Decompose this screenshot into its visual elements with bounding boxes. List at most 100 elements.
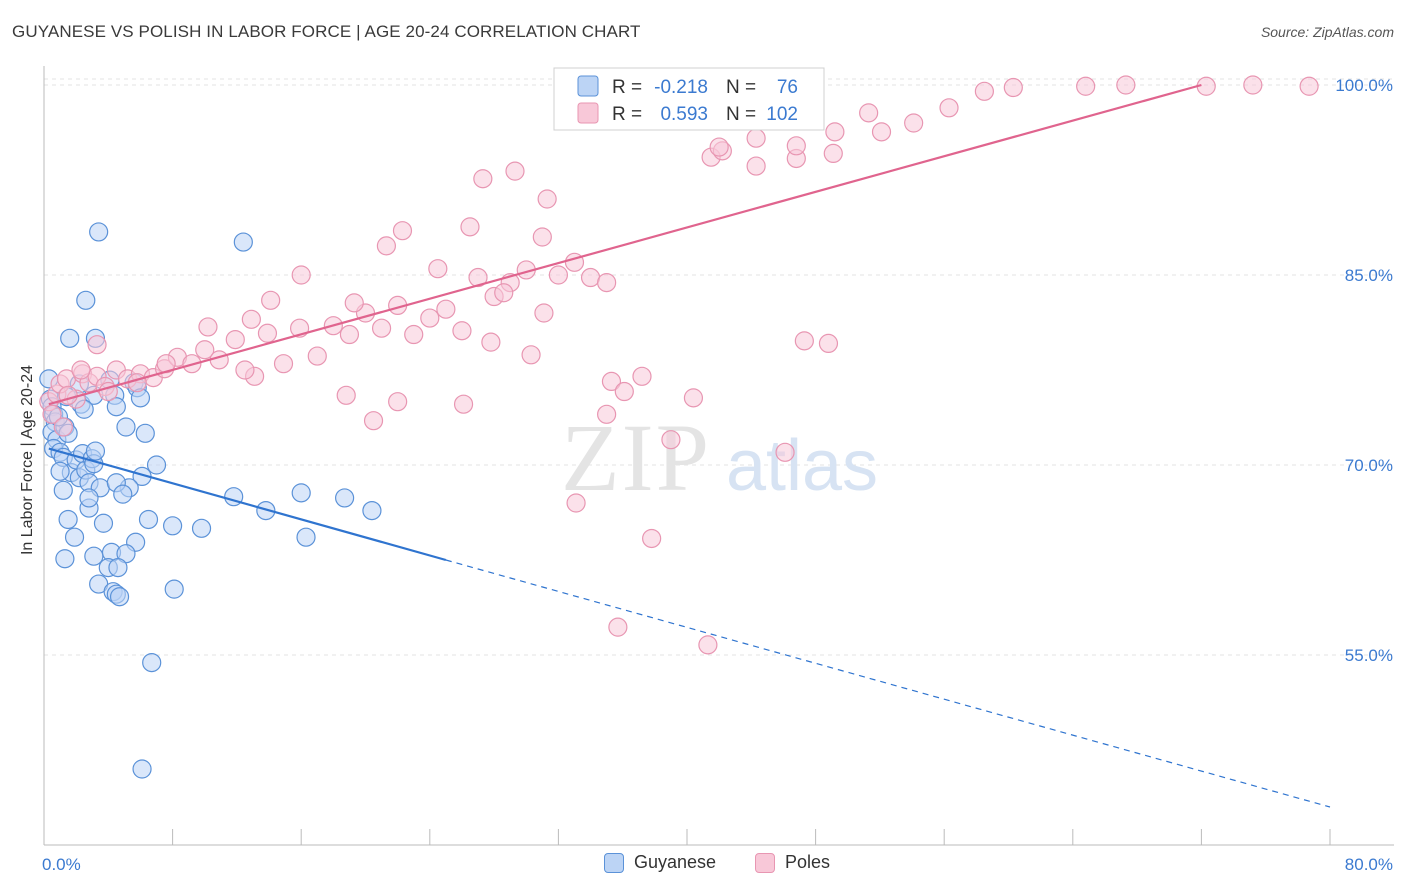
poles-point — [195, 340, 215, 360]
x-tick-label-min: 0.0% — [42, 855, 81, 874]
guyanese-point — [84, 546, 104, 566]
poles-point — [904, 113, 924, 133]
trendlines — [48, 83, 1331, 808]
guyanese-point — [89, 222, 109, 242]
poles-point — [825, 122, 845, 142]
poles-point — [794, 331, 814, 351]
axes — [43, 66, 1394, 846]
guyanese-point — [164, 579, 184, 599]
series-guyanese — [39, 222, 382, 779]
trendline-guyanese — [48, 447, 447, 562]
legend-r-label-poles: R = — [612, 104, 642, 125]
guyanese-point — [362, 501, 382, 521]
poles-point — [597, 273, 617, 293]
poles-point — [241, 309, 261, 329]
poles-point — [642, 528, 662, 549]
poles-point — [436, 299, 456, 319]
poles-point — [1243, 75, 1263, 95]
y-tick-label: 55.0% — [1345, 646, 1393, 665]
poles-point — [683, 388, 704, 408]
poles-point — [823, 143, 843, 163]
poles-point — [709, 137, 729, 157]
poles-point — [786, 136, 806, 156]
poles-point — [746, 156, 766, 176]
legend-swatch-poles — [577, 102, 599, 124]
legend-r-value-poles: 0.593 — [660, 104, 708, 125]
poles-point — [661, 430, 681, 450]
poles-point — [481, 332, 501, 352]
watermark-atlas: atlas — [726, 426, 878, 506]
guyanese-point — [55, 549, 75, 569]
poles-point — [291, 265, 311, 285]
legend-r-label-guyanese: R = — [612, 77, 642, 98]
guyanese-point — [116, 417, 136, 437]
poles-point — [859, 103, 879, 123]
poles-point — [698, 635, 718, 655]
guyanese-point — [132, 759, 152, 779]
guyanese-point — [296, 527, 316, 547]
guyanese-point — [58, 509, 78, 530]
poles-point — [71, 360, 91, 380]
poles-point — [494, 283, 514, 303]
poles-point — [235, 360, 255, 380]
legend-n-label-guyanese: N = — [726, 77, 756, 98]
poles-point — [532, 227, 552, 247]
poles-point — [404, 324, 424, 345]
poles-point — [818, 333, 839, 353]
top-legend-frame — [553, 67, 825, 131]
guyanese-point — [138, 509, 159, 530]
chart-source: Source: ZipAtlas.com — [1260, 24, 1394, 40]
guyanese-point — [146, 455, 167, 475]
guyanese-point — [191, 518, 212, 538]
poles-point — [534, 303, 554, 323]
bottom-legend-item-poles: Poles — [755, 852, 830, 873]
poles-point — [746, 128, 766, 148]
guyanese-point — [233, 232, 253, 252]
bottom-legend-label-guyanese: Guyanese — [634, 852, 717, 872]
guyanese-point — [256, 501, 276, 521]
poles-point — [371, 318, 392, 338]
watermark-zip: ZIP — [561, 404, 711, 511]
poles-point — [261, 290, 281, 310]
poles-point — [225, 330, 245, 350]
bottom-legend-swatch-guyanese — [604, 852, 624, 873]
guyanese-point — [113, 484, 133, 504]
poles-point — [53, 417, 73, 437]
trendline-poles — [48, 83, 1202, 406]
tick-labels: 55.0% 70.0% 85.0% 100.0% 0.0% 80.0% — [42, 76, 1393, 874]
poles-point — [376, 236, 396, 256]
poles-point — [580, 267, 601, 288]
poles-point — [198, 317, 218, 337]
poles-point — [473, 169, 493, 189]
poles-point — [871, 122, 892, 142]
guyanese-point — [93, 513, 114, 533]
guyanese-point — [106, 397, 126, 417]
poles-point — [974, 81, 994, 101]
poles-point — [388, 392, 408, 412]
y-tick-label: 85.0% — [1345, 266, 1393, 285]
bottom-legend-swatch-poles — [755, 852, 775, 873]
poles-point — [775, 442, 795, 462]
guyanese-point — [335, 488, 355, 508]
poles-point — [392, 221, 413, 241]
poles-point — [453, 394, 474, 414]
guyanese-point — [291, 483, 311, 503]
trendline-guyanese-extrapolated — [445, 559, 1331, 808]
guyanese-point — [85, 441, 106, 461]
poles-point — [420, 308, 440, 328]
legend-n-value-guyanese: 76 — [777, 77, 798, 98]
poles-point — [42, 404, 62, 424]
poles-point — [1299, 76, 1319, 96]
poles-point — [505, 161, 525, 181]
poles-point — [1003, 77, 1023, 98]
guyanese-point — [135, 423, 155, 443]
poles-point — [307, 346, 327, 366]
guyanese-point — [50, 461, 70, 481]
poles-point — [614, 381, 634, 402]
legend-n-label-poles: N = — [726, 104, 756, 125]
poles-point — [339, 324, 360, 345]
poles-point — [336, 385, 356, 405]
chart-title: GUYANESE VS POLISH IN LABOR FORCE | AGE … — [12, 22, 641, 41]
watermark: ZIP atlas — [561, 404, 878, 511]
